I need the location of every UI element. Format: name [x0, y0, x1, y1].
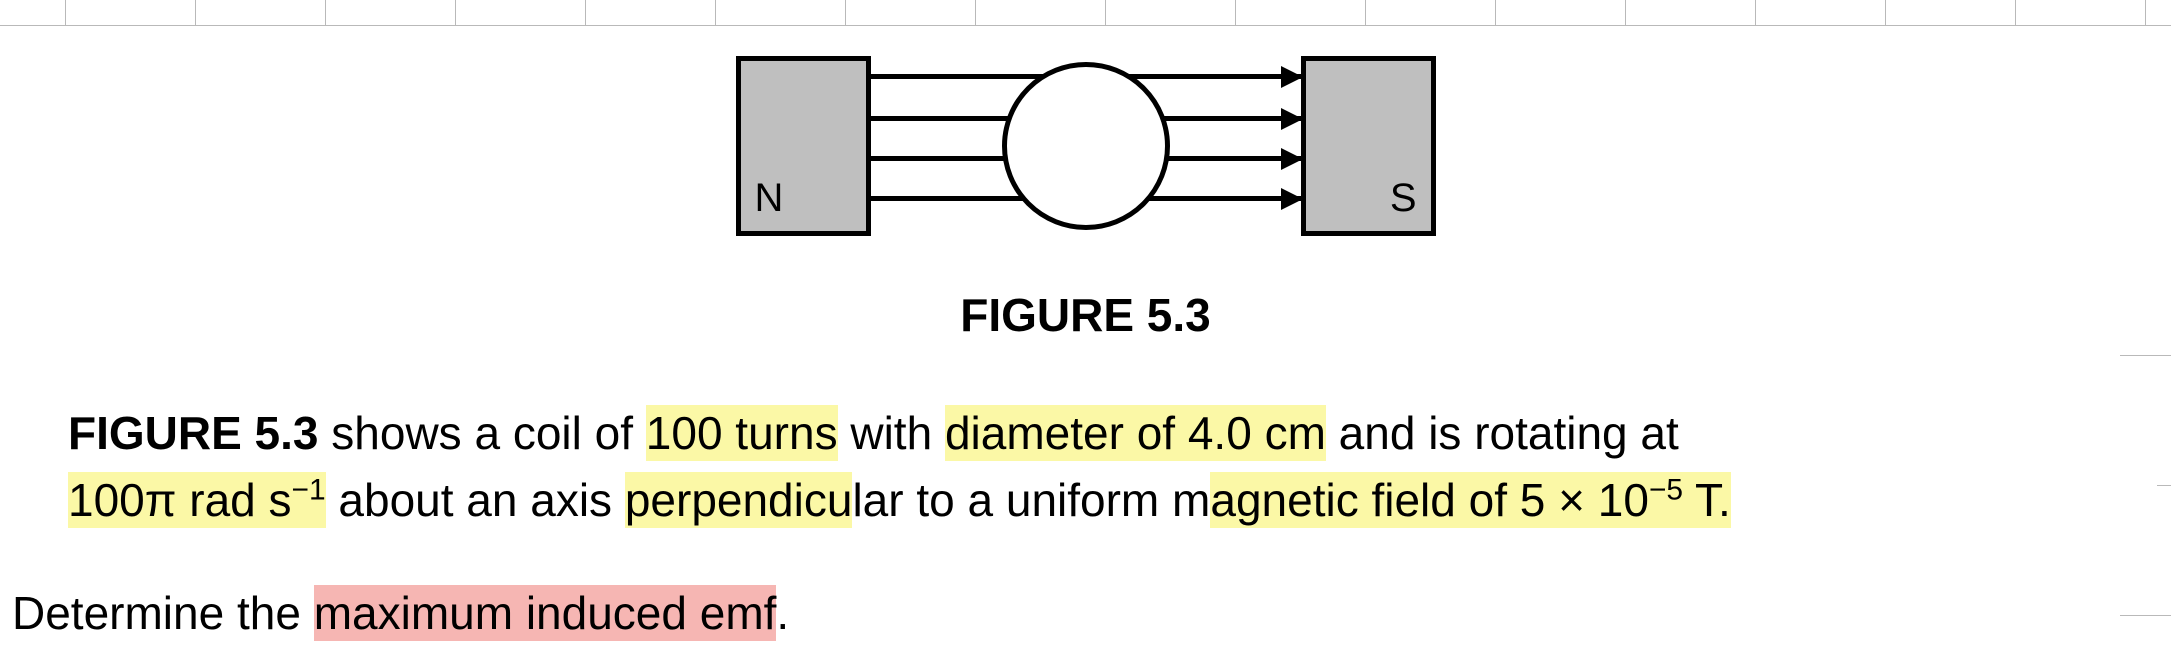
figure-diagram: N S: [736, 56, 1436, 266]
text-fragment: lar: [852, 474, 903, 526]
grid-tick: [1235, 0, 1236, 26]
text-fragment: .: [776, 587, 789, 639]
grid-tick: [65, 0, 66, 26]
figure-caption: FIGURE 5.3: [0, 288, 2171, 342]
grid-tick: [975, 0, 976, 26]
problem-statement: FIGURE 5.3 shows a coil of 100 turns wit…: [68, 400, 2161, 533]
grid-tick: [845, 0, 846, 26]
grid-ticks: [0, 0, 2171, 26]
highlight-diameter: diameter of 4.0 cm: [945, 405, 1326, 461]
magnet-south-label: S: [1390, 176, 1417, 221]
grid-tick: [2145, 0, 2146, 26]
question-line: Determine the maximum induced emf.: [12, 580, 2161, 647]
grid-tick: [325, 0, 326, 26]
omega-value: 100π rad s: [68, 474, 292, 526]
highlight-max-emf: maximum induced emf: [314, 585, 777, 641]
coil-circle: [1002, 62, 1170, 230]
grid-segment: [2120, 355, 2171, 356]
text-fragment: about an axis: [326, 474, 625, 526]
grid-tick: [195, 0, 196, 26]
text-fragment: and is rotating at: [1326, 407, 1679, 459]
magnet-north: N: [736, 56, 871, 236]
figure-ref: FIGURE 5.3: [68, 407, 319, 459]
grid-tick: [585, 0, 586, 26]
magnet-north-label: N: [755, 176, 784, 221]
text-fragment: shows a coil of: [319, 407, 646, 459]
highlight-omega: 100π rad s−1: [68, 472, 326, 528]
arrowhead-icon: [1281, 148, 1303, 170]
omega-exponent: −1: [292, 473, 326, 506]
grid-tick: [1625, 0, 1626, 26]
highlight-field: agnetic field of 5 × 10−5 T.: [1210, 472, 1730, 528]
magnet-south: S: [1301, 56, 1436, 236]
grid-tick: [1495, 0, 1496, 26]
field-value: agnetic field of 5 × 10: [1210, 474, 1649, 526]
grid-tick: [455, 0, 456, 26]
highlight-turns: 100 turns: [646, 405, 838, 461]
grid-baseline: [0, 25, 2171, 26]
grid-tick: [1365, 0, 1366, 26]
text-fragment: to a uniform m: [904, 474, 1211, 526]
grid-tick: [1755, 0, 1756, 26]
page: N S FIGURE 5.3 FIGURE 5.3 shows a coil o…: [0, 0, 2171, 664]
grid-tick: [1105, 0, 1106, 26]
text-fragment: Determine the: [12, 587, 314, 639]
grid-tick: [715, 0, 716, 26]
grid-tick: [1885, 0, 1886, 26]
highlight-perpendicular: perpendicu: [625, 472, 853, 528]
arrowhead-icon: [1281, 108, 1303, 130]
arrowhead-icon: [1281, 188, 1303, 210]
text-fragment: with: [838, 407, 945, 459]
arrowhead-icon: [1281, 66, 1303, 88]
field-exponent: −5: [1649, 473, 1683, 506]
field-unit: T.: [1683, 474, 1731, 526]
grid-tick: [2015, 0, 2016, 26]
